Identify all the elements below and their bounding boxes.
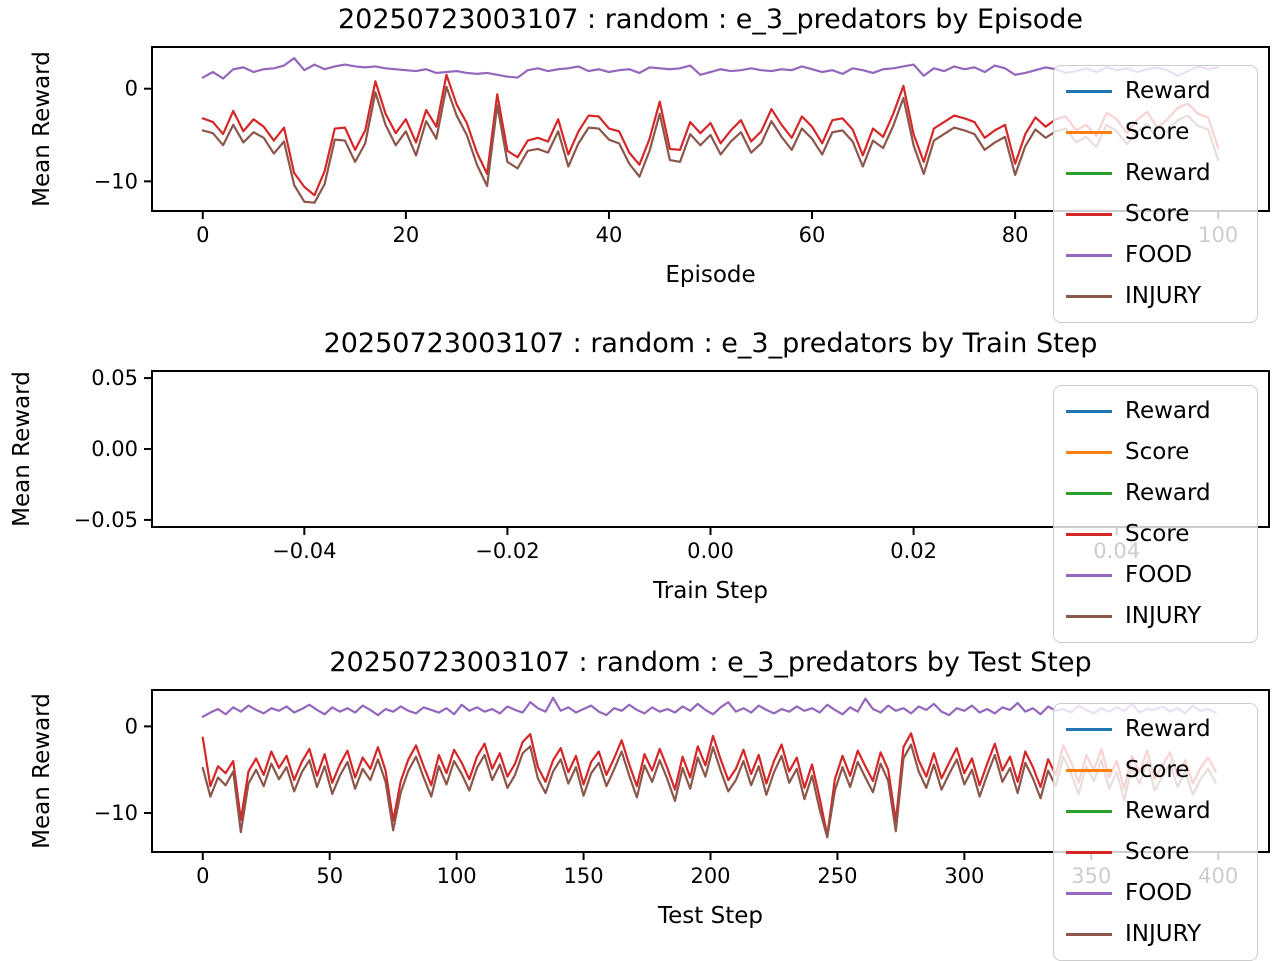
legend-entry-score: Score bbox=[1054, 832, 1257, 873]
episode-series-3-score-line bbox=[201, 73, 1220, 197]
legend-label: Score bbox=[1125, 757, 1190, 783]
legend-line-swatch bbox=[1066, 892, 1112, 895]
legend-label: FOOD bbox=[1125, 562, 1193, 588]
legend-label: Reward bbox=[1125, 716, 1211, 742]
test-step-x-tick-label: 300 bbox=[944, 864, 984, 888]
legend-line-swatch bbox=[1066, 851, 1112, 854]
test-step-series-3-score-line bbox=[201, 732, 1217, 837]
episode-y-tick-label: 0 bbox=[125, 77, 138, 101]
episode-x-tick-label: 20 bbox=[392, 223, 419, 247]
legend-label: Score bbox=[1125, 201, 1190, 227]
legend-line-swatch bbox=[1066, 90, 1112, 93]
train-step-x-tick-label: 0.00 bbox=[687, 539, 734, 563]
episode-legend: Reward Score Reward Score FOOD INJURY bbox=[1053, 65, 1258, 323]
train-step-x-axis-label: Train Step bbox=[653, 578, 768, 604]
legend-entry-score: Score bbox=[1054, 194, 1257, 235]
legend-label: Score bbox=[1125, 119, 1190, 145]
test-step-x-tick-label: 200 bbox=[690, 864, 730, 888]
legend-entry-reward: Reward bbox=[1054, 391, 1257, 432]
legend-entry-score: Score bbox=[1054, 514, 1257, 555]
test-step-y-tick-label: −10 bbox=[94, 801, 138, 825]
legend-line-swatch bbox=[1066, 769, 1112, 772]
test-step-x-tick-label: 0 bbox=[196, 864, 209, 888]
legend-label: Score bbox=[1125, 439, 1190, 465]
episode-chart-title: 20250723003107 : random : e_3_predators … bbox=[337, 4, 1084, 35]
legend-entry-injury: INJURY bbox=[1054, 276, 1257, 317]
train-step-x-tick-label: −0.04 bbox=[272, 539, 336, 563]
legend-line-swatch bbox=[1066, 451, 1112, 454]
legend-entry-food: FOOD bbox=[1054, 873, 1257, 914]
test-step-legend: Reward Score Reward Score FOOD INJURY bbox=[1053, 703, 1258, 961]
legend-line-swatch bbox=[1066, 131, 1112, 134]
legend-line-swatch bbox=[1066, 172, 1112, 175]
test-step-chart-title: 20250723003107 : random : e_3_predators … bbox=[329, 647, 1092, 678]
legend-entry-score: Score bbox=[1054, 112, 1257, 153]
episode-y-tick-label: −10 bbox=[94, 169, 138, 193]
legend-line-swatch bbox=[1066, 810, 1112, 813]
legend-entry-reward: Reward bbox=[1054, 473, 1257, 514]
train-step-chart-title: 20250723003107 : random : e_3_predators … bbox=[323, 328, 1098, 359]
test-step-series-5-injury-line bbox=[201, 743, 1217, 839]
test-step-x-axis-label: Test Step bbox=[658, 903, 763, 929]
train-step-y-tick-label: 0.05 bbox=[91, 366, 138, 390]
train-step-y-tick-label: −0.05 bbox=[74, 508, 138, 532]
legend-line-swatch bbox=[1066, 574, 1112, 577]
legend-label: Score bbox=[1125, 521, 1190, 547]
legend-label: INJURY bbox=[1125, 283, 1202, 309]
legend-label: INJURY bbox=[1125, 921, 1202, 947]
legend-entry-reward: Reward bbox=[1054, 71, 1257, 112]
legend-entry-reward: Reward bbox=[1054, 791, 1257, 832]
train-step-y-axis-label: Mean Reward bbox=[9, 371, 35, 527]
train-step-x-tick-label: −0.02 bbox=[475, 539, 539, 563]
legend-label: Reward bbox=[1125, 398, 1211, 424]
test-step-series-4-food-line bbox=[201, 696, 1217, 718]
train-step-x-tick-label: 0.02 bbox=[890, 539, 937, 563]
episode-x-axis-label: Episode bbox=[665, 262, 756, 288]
legend-entry-reward: Reward bbox=[1054, 709, 1257, 750]
legend-label: Score bbox=[1125, 839, 1190, 865]
legend-label: Reward bbox=[1125, 160, 1211, 186]
episode-y-axis-label: Mean Reward bbox=[29, 51, 55, 207]
legend-line-swatch bbox=[1066, 295, 1112, 298]
test-step-x-tick-label: 100 bbox=[437, 864, 477, 888]
test-step-x-tick-label: 50 bbox=[316, 864, 343, 888]
legend-line-swatch bbox=[1066, 728, 1112, 731]
legend-line-swatch bbox=[1066, 213, 1112, 216]
legend-entry-injury: INJURY bbox=[1054, 914, 1257, 955]
test-step-y-axis-label: Mean Reward bbox=[29, 693, 55, 849]
legend-label: Reward bbox=[1125, 480, 1211, 506]
legend-line-swatch bbox=[1066, 410, 1112, 413]
legend-label: Reward bbox=[1125, 798, 1211, 824]
test-step-x-tick-label: 150 bbox=[564, 864, 604, 888]
legend-entry-food: FOOD bbox=[1054, 235, 1257, 276]
episode-x-tick-label: 40 bbox=[596, 223, 623, 247]
legend-entry-score: Score bbox=[1054, 432, 1257, 473]
legend-line-swatch bbox=[1066, 254, 1112, 257]
legend-label: FOOD bbox=[1125, 880, 1193, 906]
legend-entry-reward: Reward bbox=[1054, 153, 1257, 194]
episode-x-tick-label: 60 bbox=[799, 223, 826, 247]
episode-x-tick-label: 80 bbox=[1002, 223, 1029, 247]
legend-label: INJURY bbox=[1125, 603, 1202, 629]
train-step-y-tick-label: 0.00 bbox=[91, 437, 138, 461]
legend-entry-food: FOOD bbox=[1054, 555, 1257, 596]
legend-line-swatch bbox=[1066, 933, 1112, 936]
train-step-legend: Reward Score Reward Score FOOD INJURY bbox=[1053, 385, 1258, 643]
legend-line-swatch bbox=[1066, 492, 1112, 495]
legend-label: FOOD bbox=[1125, 242, 1193, 268]
test-step-x-tick-label: 250 bbox=[817, 864, 857, 888]
episode-series-4-food-line bbox=[201, 57, 1220, 80]
legend-label: Reward bbox=[1125, 78, 1211, 104]
legend-line-swatch bbox=[1066, 533, 1112, 536]
episode-series-5-injury-line bbox=[201, 85, 1220, 204]
legend-line-swatch bbox=[1066, 615, 1112, 618]
episode-x-tick-label: 0 bbox=[196, 223, 209, 247]
test-step-y-tick-label: 0 bbox=[125, 714, 138, 738]
legend-entry-score: Score bbox=[1054, 750, 1257, 791]
legend-entry-injury: INJURY bbox=[1054, 596, 1257, 637]
